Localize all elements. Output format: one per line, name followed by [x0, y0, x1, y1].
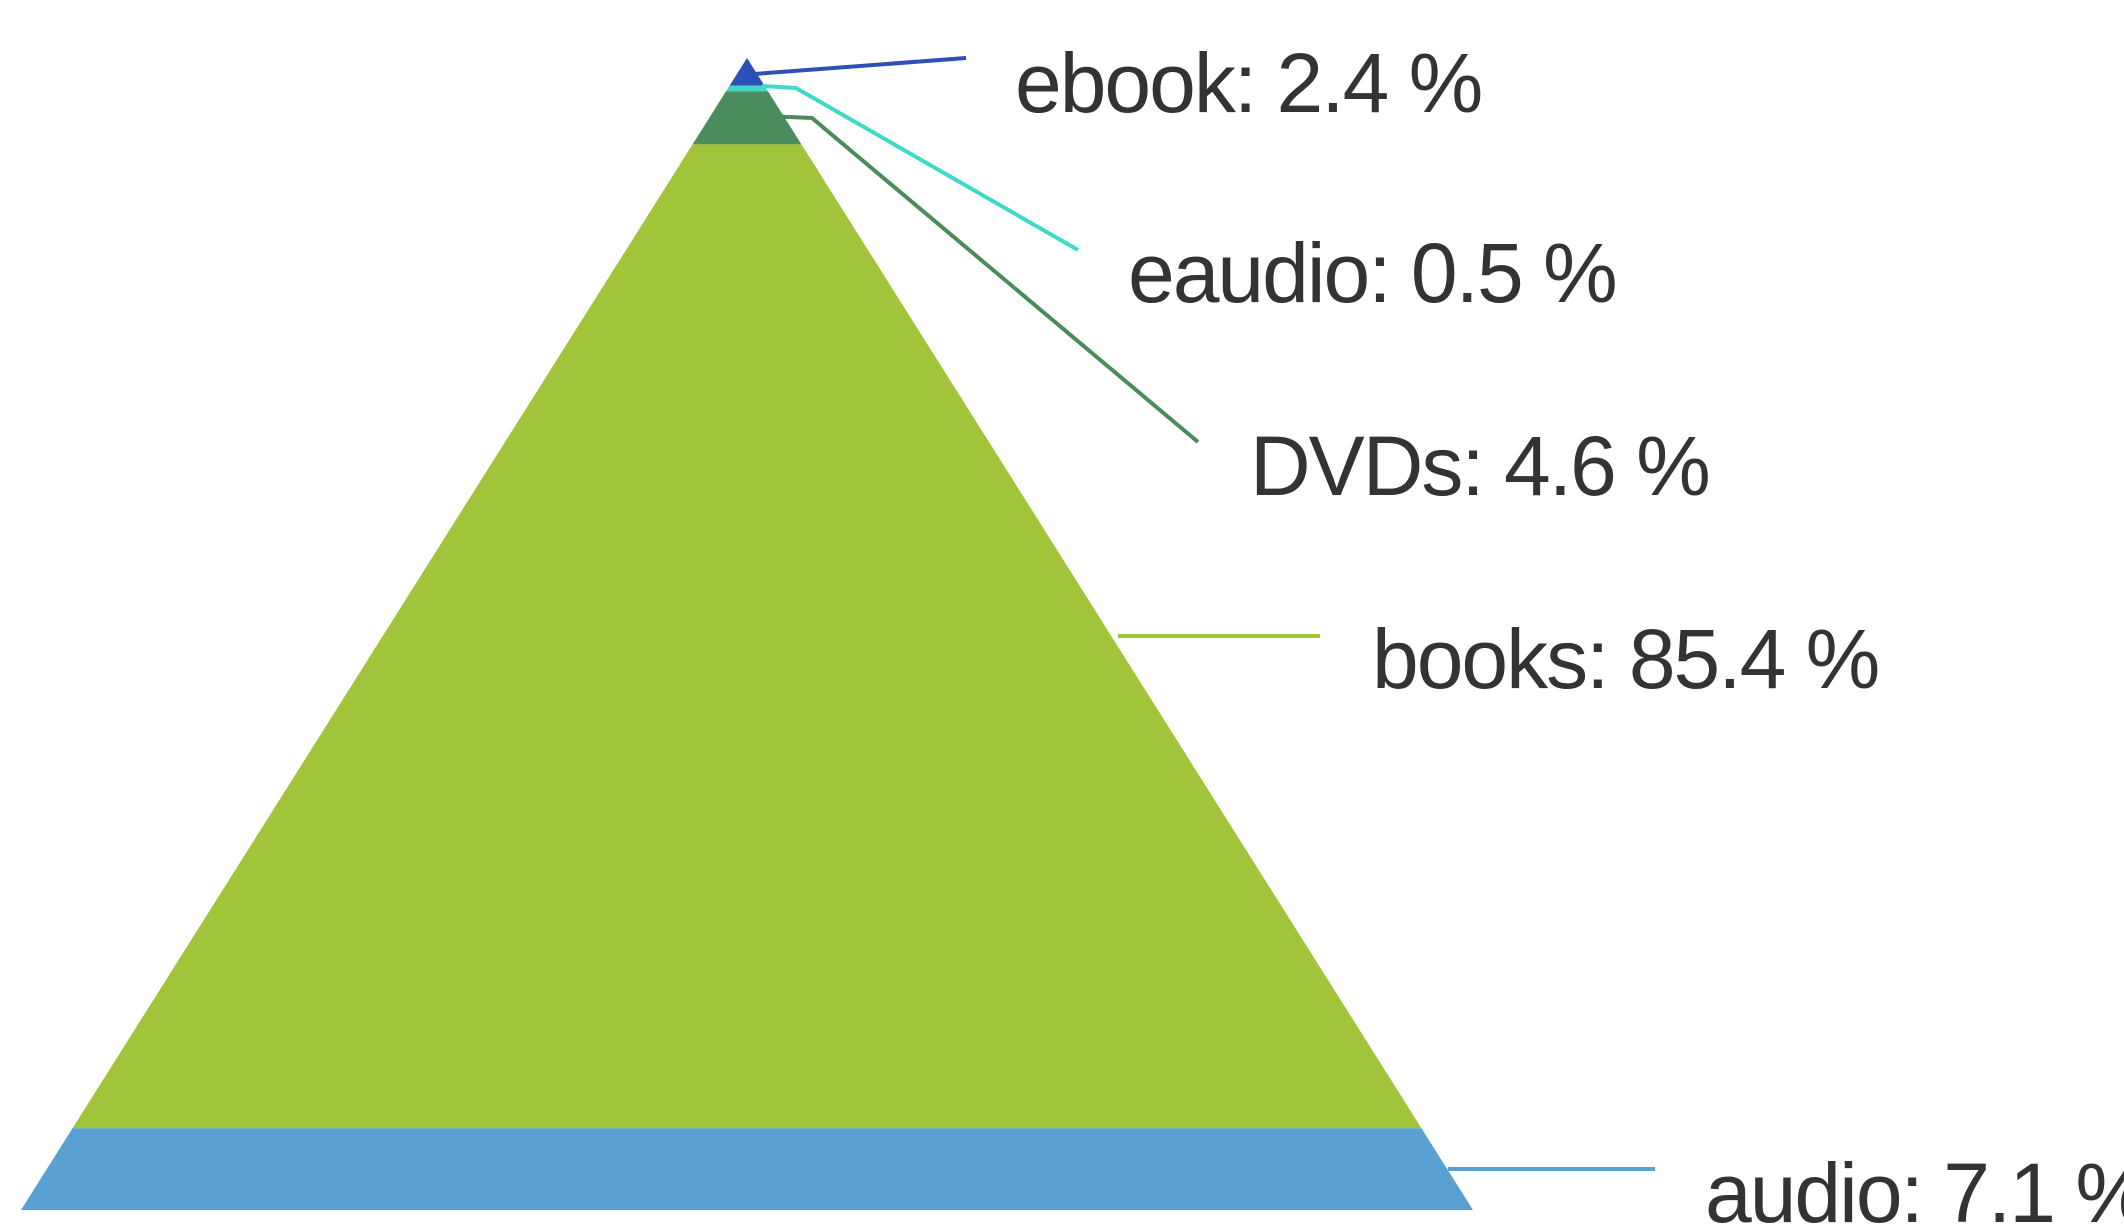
data-label-books: books: 85.4 %	[1372, 612, 1878, 706]
leader-line-eaudio	[761, 84, 1079, 252]
data-label-ebook: ebook: 2.4 %	[1015, 36, 1481, 130]
pyramid-segment-audio	[21, 1128, 1473, 1210]
pyramid-segment-books	[72, 144, 1422, 1129]
pyramid-segment-eaudio	[725, 85, 769, 92]
leader-line-ebook	[753, 56, 967, 76]
pyramid-segment-dvds	[692, 91, 802, 145]
pyramid-segment-ebook	[729, 58, 765, 86]
data-label-dvds: DVDs: 4.6 %	[1250, 419, 1709, 513]
segments-layer	[21, 58, 1473, 1210]
labels-layer: ebook: 2.4 % eaudio: 0.5 % DVDs: 4.6 % book…	[1015, 36, 2124, 1230]
data-label-eaudio: eaudio: 0.5 %	[1128, 226, 1616, 320]
leader-line-dvds	[765, 114, 1200, 444]
data-label-audio: audio: 7.1 %	[1705, 1146, 2124, 1230]
leader-lines-layer	[753, 56, 1655, 1171]
